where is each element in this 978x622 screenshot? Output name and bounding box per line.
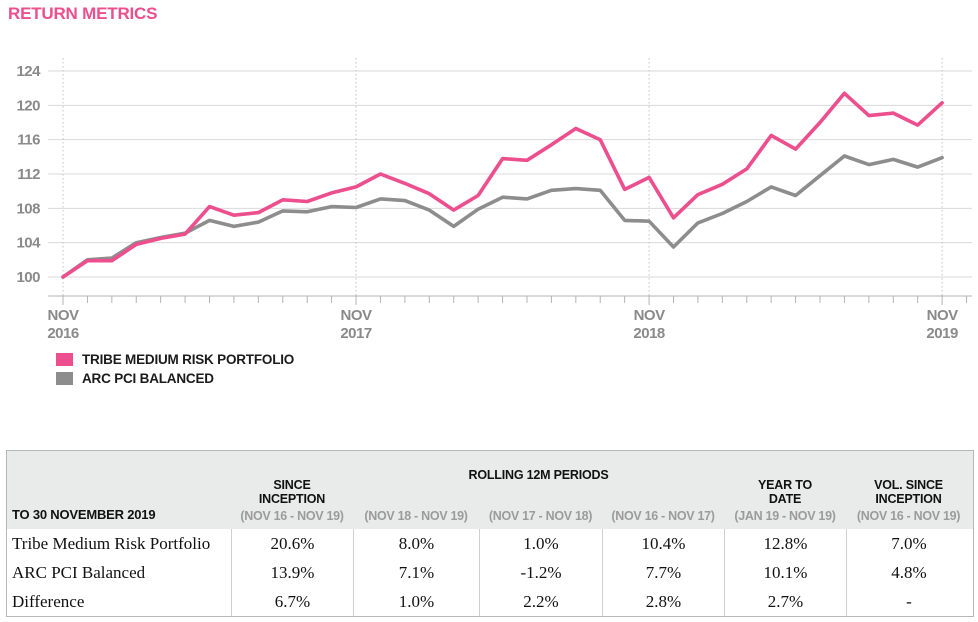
y-axis-tick-label: 124	[16, 63, 41, 80]
value-cell: 1.0%	[479, 529, 602, 558]
value-cell: 8.0%	[353, 529, 479, 558]
x-axis-label-year: 2017	[340, 325, 372, 342]
page-title: RETURN METRICS	[8, 4, 158, 23]
value-cell: 1.0%	[353, 587, 479, 616]
col-header-rolling-2: (NOV 17 - NOV 18)	[488, 508, 593, 523]
value-cell: 7.7%	[602, 558, 724, 587]
row-label: Difference	[12, 592, 85, 611]
value-cell: -1.2%	[479, 558, 602, 587]
returns-table-header: ROLLING 12M PERIODS TO 30 NOVEMBER 2019 …	[7, 451, 973, 529]
col-header-rolling-1: (NOV 18 - NOV 19)	[364, 508, 468, 523]
chart-legend: TRIBE MEDIUM RISK PORTFOLIO ARC PCI BALA…	[56, 350, 294, 388]
as-of-date-label: TO 30 NOVEMBER 2019	[12, 507, 156, 523]
col-header-year-to-date: YEAR TO DATE (JAN 19 - NOV 19)	[734, 477, 836, 523]
value-cell: 6.7%	[231, 587, 353, 616]
x-axis-label-year: 2016	[47, 325, 79, 342]
y-axis-tick-label: 112	[17, 166, 40, 183]
x-axis-label-year: 2019	[926, 325, 958, 342]
legend-item-arc: ARC PCI BALANCED	[56, 369, 294, 388]
legend-swatch-gray	[56, 372, 73, 385]
table-row-tribe: Tribe Medium Risk Portfolio 20.6% 8.0% 1…	[7, 529, 973, 558]
col-header-rolling-3: (NOV 16 - NOV 17)	[611, 508, 715, 523]
x-axis-label-month: NOV	[927, 307, 959, 324]
legend-label-tribe: TRIBE MEDIUM RISK PORTFOLIO	[82, 352, 295, 367]
x-axis-label-month: NOV	[634, 307, 666, 324]
table-corner-header: TO 30 NOVEMBER 2019	[7, 451, 231, 529]
x-axis-label-month: NOV	[47, 307, 79, 324]
value-cell: 7.1%	[353, 558, 479, 587]
value-cell: 2.2%	[479, 587, 602, 616]
table-row-arc: ARC PCI Balanced 13.9% 7.1% -1.2% 7.7% 1…	[7, 558, 973, 587]
row-label: Tribe Medium Risk Portfolio	[12, 534, 211, 553]
series-line-arc-pci-balanced	[61, 154, 944, 279]
performance-line-chart: 100104108112116120124NOV2016NOV2017NOV20…	[16, 58, 972, 342]
legend-label-arc: ARC PCI BALANCED	[82, 371, 214, 386]
value-cell: 20.6%	[231, 529, 353, 558]
returns-table: ROLLING 12M PERIODS TO 30 NOVEMBER 2019 …	[6, 450, 974, 617]
value-cell: 2.7%	[724, 587, 846, 616]
value-cell: 12.8%	[724, 529, 846, 558]
col-header-vol-since-inception: VOL. SINCE INCEPTION (NOV 16 - NOV 19)	[856, 477, 961, 523]
y-axis-tick-label: 116	[17, 132, 40, 149]
y-axis-tick-label: 100	[16, 269, 40, 286]
value-cell: 7.0%	[846, 529, 971, 558]
legend-item-tribe: TRIBE MEDIUM RISK PORTFOLIO	[56, 350, 294, 369]
y-axis-tick-label: 108	[16, 200, 40, 217]
legend-swatch-pink	[56, 353, 73, 366]
x-axis-label-year: 2018	[633, 325, 665, 342]
row-label: ARC PCI Balanced	[12, 563, 146, 582]
x-axis-label-month: NOV	[341, 307, 373, 324]
value-cell: 13.9%	[231, 558, 353, 587]
col-header-since-inception: SINCE INCEPTION (NOV 16 - NOV 19)	[240, 477, 344, 523]
value-cell: -	[846, 587, 971, 616]
value-cell: 10.4%	[602, 529, 724, 558]
value-cell: 2.8%	[602, 587, 724, 616]
value-cell: 4.8%	[846, 558, 971, 587]
table-row-difference: Difference 6.7% 1.0% 2.2% 2.8% 2.7% -	[7, 587, 973, 616]
value-cell: 10.1%	[724, 558, 846, 587]
y-axis-tick-label: 104	[16, 235, 41, 252]
rolling-periods-group-header: ROLLING 12M PERIODS	[468, 468, 609, 482]
y-axis-tick-label: 120	[16, 97, 40, 114]
series-line-tribe-medium-risk-portfolio	[61, 91, 944, 279]
returns-table-body: Tribe Medium Risk Portfolio 20.6% 8.0% 1…	[7, 529, 973, 616]
